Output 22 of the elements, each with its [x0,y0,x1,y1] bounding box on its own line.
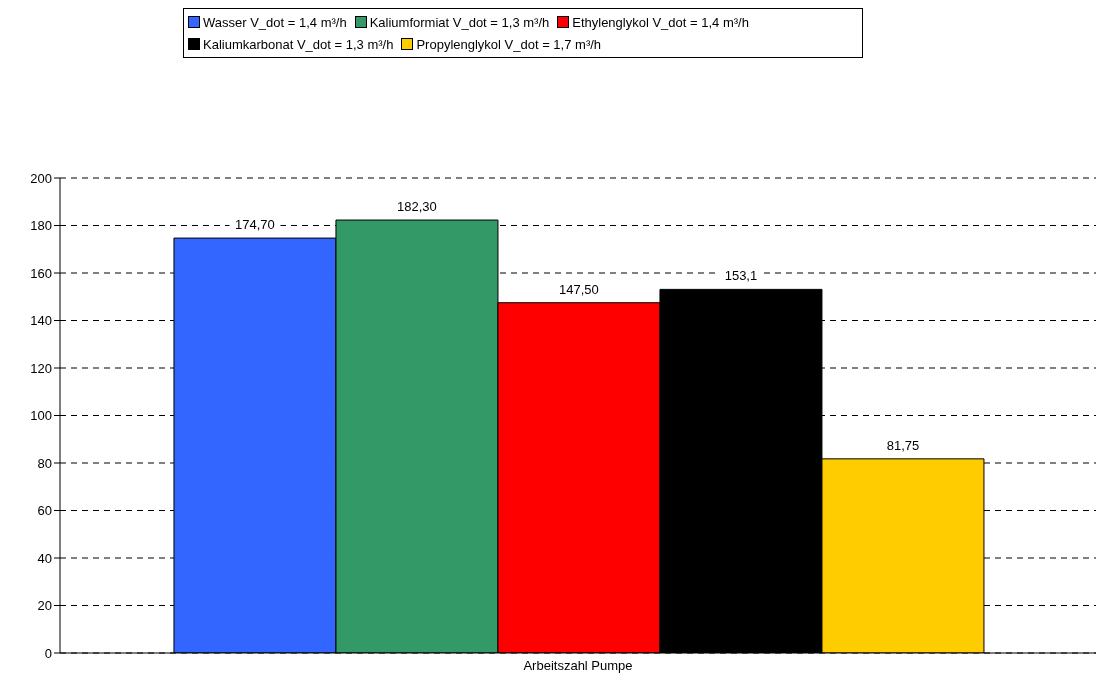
legend-label: Propylenglykol V_dot = 1,7 m³/h [416,36,602,52]
x-tick-label: Arbeitszahl Pumpe [523,658,633,674]
y-tick-label: 0 [44,645,52,661]
legend-label: Ethylenglykol V_dot = 1,4 m³/h [572,14,749,30]
y-tick-label: 120 [30,360,52,376]
y-tick-label: 20 [37,598,52,614]
data-label: 174,70 [235,217,275,233]
y-tick-label: 160 [30,265,52,281]
y-tick-label: 100 [30,408,52,424]
y-tick-label: 180 [30,218,52,234]
y-tick-label: 80 [37,455,52,471]
data-label: 147,50 [559,281,599,297]
y-tick-label: 60 [37,503,52,519]
legend-label: Kaliumformiat V_dot = 1,3 m³/h [369,14,550,30]
legend-label: Kaliumkarbonat V_dot = 1,3 m³/h [203,36,394,52]
y-tick-label: 40 [37,550,52,566]
data-label: 81,75 [886,437,920,453]
data-label: 182,30 [397,199,437,215]
legend-label: Wasser V_dot = 1,4 m³/h [203,14,347,30]
y-tick-label: 200 [30,170,52,186]
y-tick-label: 140 [30,313,52,329]
data-label: 153,1 [724,268,758,284]
